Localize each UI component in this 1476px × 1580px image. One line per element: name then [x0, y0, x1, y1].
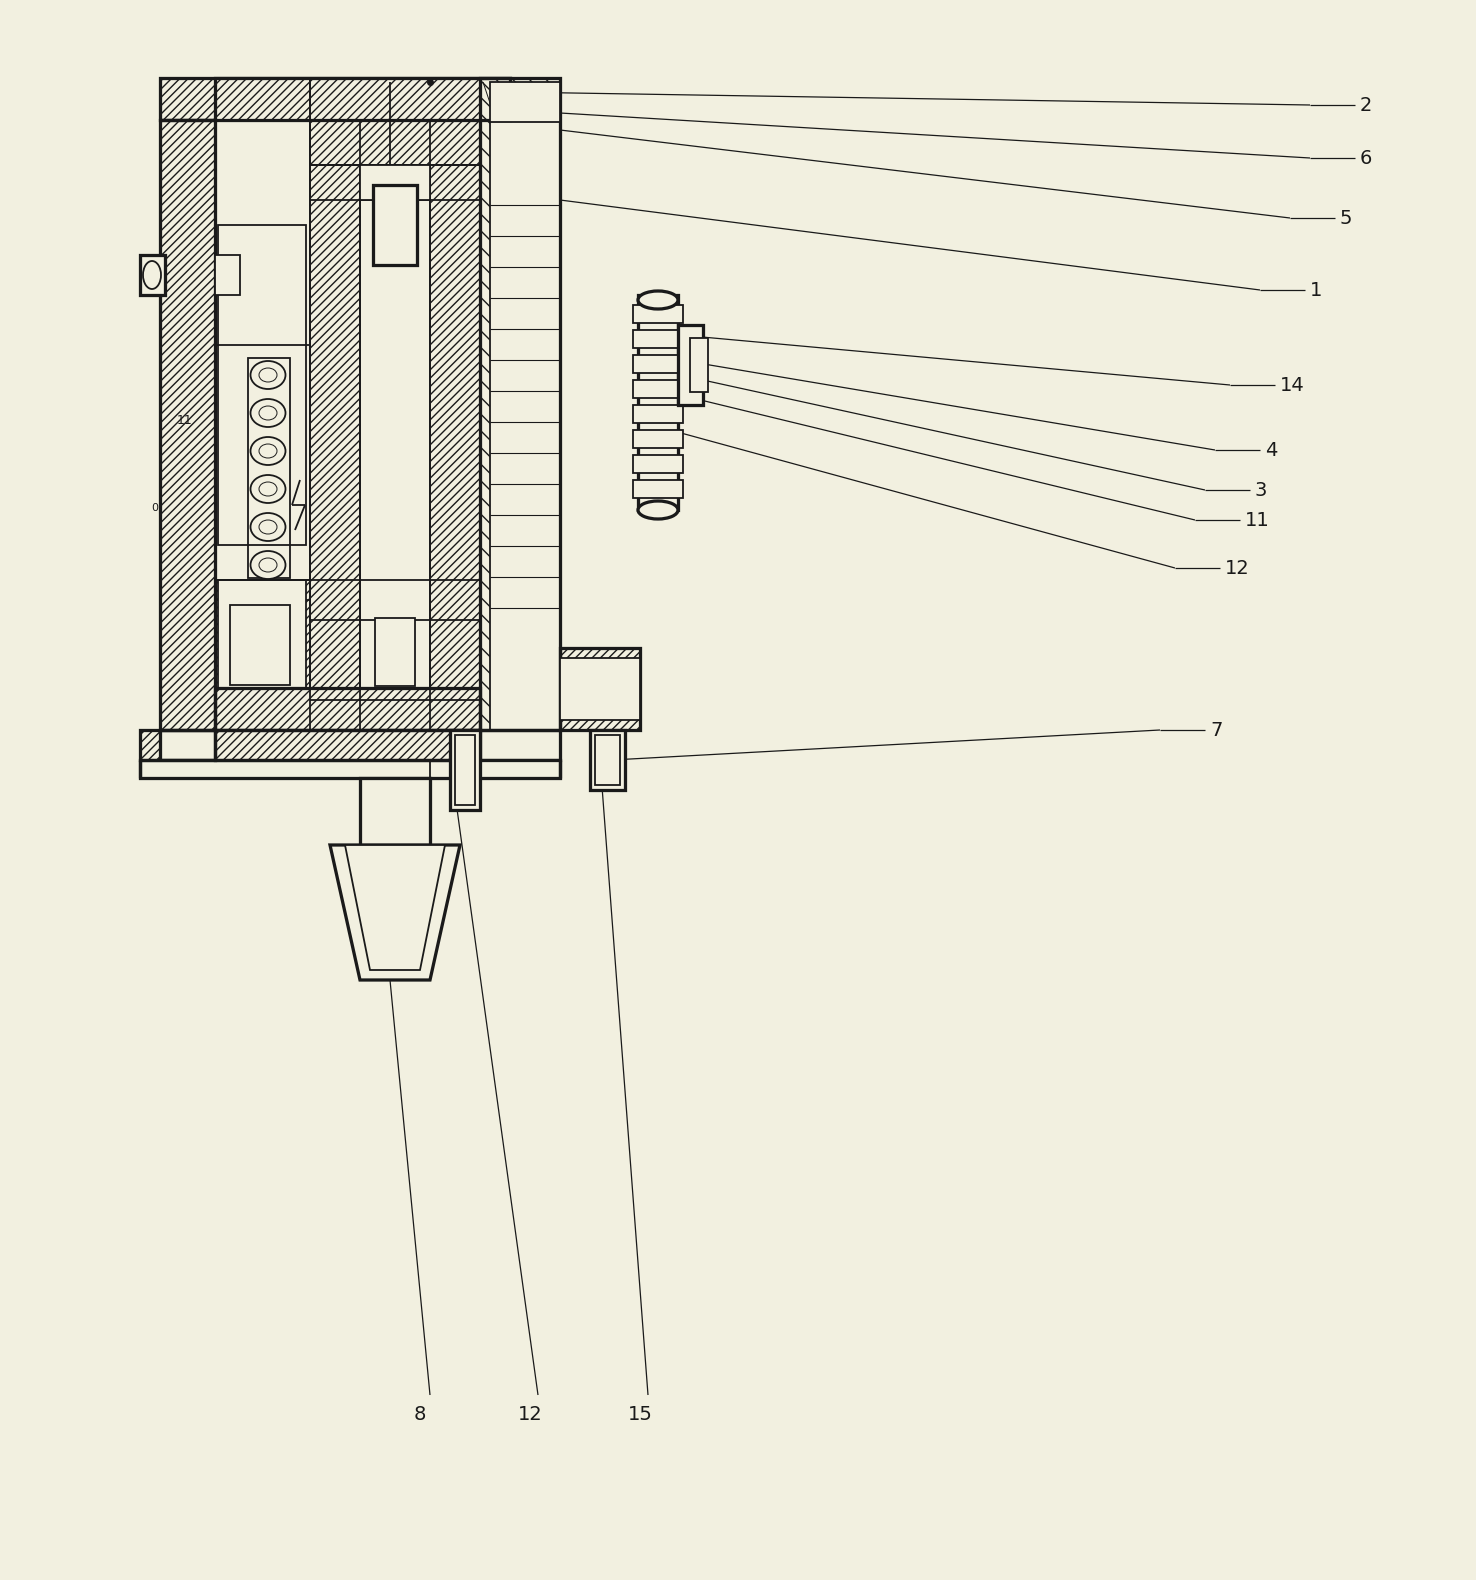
Bar: [248, 359, 289, 578]
Text: 15: 15: [627, 1406, 652, 1425]
Text: 0: 0: [152, 262, 158, 273]
Bar: [230, 605, 289, 686]
Ellipse shape: [251, 514, 285, 540]
Polygon shape: [331, 845, 461, 980]
Bar: [455, 735, 475, 804]
Bar: [559, 657, 641, 720]
Text: 0: 0: [152, 502, 158, 514]
Bar: [159, 120, 215, 730]
Bar: [215, 580, 310, 687]
Bar: [373, 185, 418, 265]
Bar: [633, 305, 683, 322]
Bar: [215, 580, 310, 687]
Text: 2: 2: [1359, 95, 1373, 114]
Bar: [159, 120, 215, 730]
Bar: [215, 687, 480, 730]
Bar: [159, 77, 511, 120]
Bar: [215, 687, 480, 730]
Bar: [218, 224, 306, 545]
Bar: [638, 295, 677, 510]
Bar: [490, 120, 559, 730]
Bar: [633, 404, 683, 423]
Bar: [140, 760, 559, 777]
Bar: [215, 254, 241, 295]
Text: 14: 14: [1280, 376, 1305, 395]
Bar: [215, 730, 480, 760]
Bar: [140, 254, 165, 295]
Text: 11: 11: [1244, 510, 1269, 529]
Bar: [633, 330, 683, 348]
Text: 7: 7: [1210, 720, 1222, 739]
Bar: [633, 480, 683, 498]
Ellipse shape: [258, 482, 277, 496]
Text: 5: 5: [1340, 209, 1352, 228]
Text: 6: 6: [1359, 149, 1373, 167]
Ellipse shape: [251, 400, 285, 427]
Bar: [360, 164, 430, 201]
Bar: [430, 120, 480, 730]
Bar: [633, 430, 683, 449]
Ellipse shape: [258, 444, 277, 458]
Bar: [595, 735, 620, 785]
Text: 1: 1: [1311, 281, 1322, 300]
Bar: [559, 648, 641, 730]
Bar: [590, 730, 624, 790]
Bar: [633, 381, 683, 398]
Ellipse shape: [258, 368, 277, 382]
Bar: [215, 730, 480, 760]
Bar: [360, 120, 430, 730]
Ellipse shape: [638, 291, 677, 310]
Text: 12: 12: [518, 1406, 542, 1425]
Bar: [490, 82, 559, 122]
Ellipse shape: [251, 476, 285, 502]
Ellipse shape: [251, 551, 285, 578]
Bar: [633, 455, 683, 472]
Bar: [310, 77, 480, 164]
Ellipse shape: [258, 406, 277, 420]
Bar: [140, 730, 215, 760]
Bar: [215, 77, 511, 730]
Bar: [633, 356, 683, 373]
Bar: [159, 730, 559, 760]
Bar: [360, 777, 430, 845]
Text: 8: 8: [413, 1406, 427, 1425]
Text: 4: 4: [1265, 441, 1277, 460]
Polygon shape: [345, 845, 444, 970]
Ellipse shape: [251, 438, 285, 465]
Bar: [450, 730, 480, 811]
Bar: [480, 77, 559, 730]
Text: 11: 11: [177, 414, 193, 427]
Ellipse shape: [258, 520, 277, 534]
Bar: [310, 77, 480, 164]
Text: 3: 3: [1255, 480, 1268, 499]
Bar: [480, 77, 559, 730]
Ellipse shape: [143, 261, 161, 289]
Bar: [218, 580, 306, 687]
Bar: [310, 120, 360, 730]
Ellipse shape: [258, 558, 277, 572]
Bar: [215, 120, 310, 730]
Bar: [430, 120, 480, 730]
Bar: [140, 730, 215, 760]
Bar: [559, 648, 641, 730]
Bar: [677, 325, 703, 404]
Bar: [375, 618, 415, 686]
Bar: [310, 120, 360, 730]
Bar: [689, 338, 708, 392]
Text: 12: 12: [1225, 558, 1250, 578]
Ellipse shape: [251, 360, 285, 389]
Ellipse shape: [638, 501, 677, 518]
Bar: [159, 77, 511, 120]
